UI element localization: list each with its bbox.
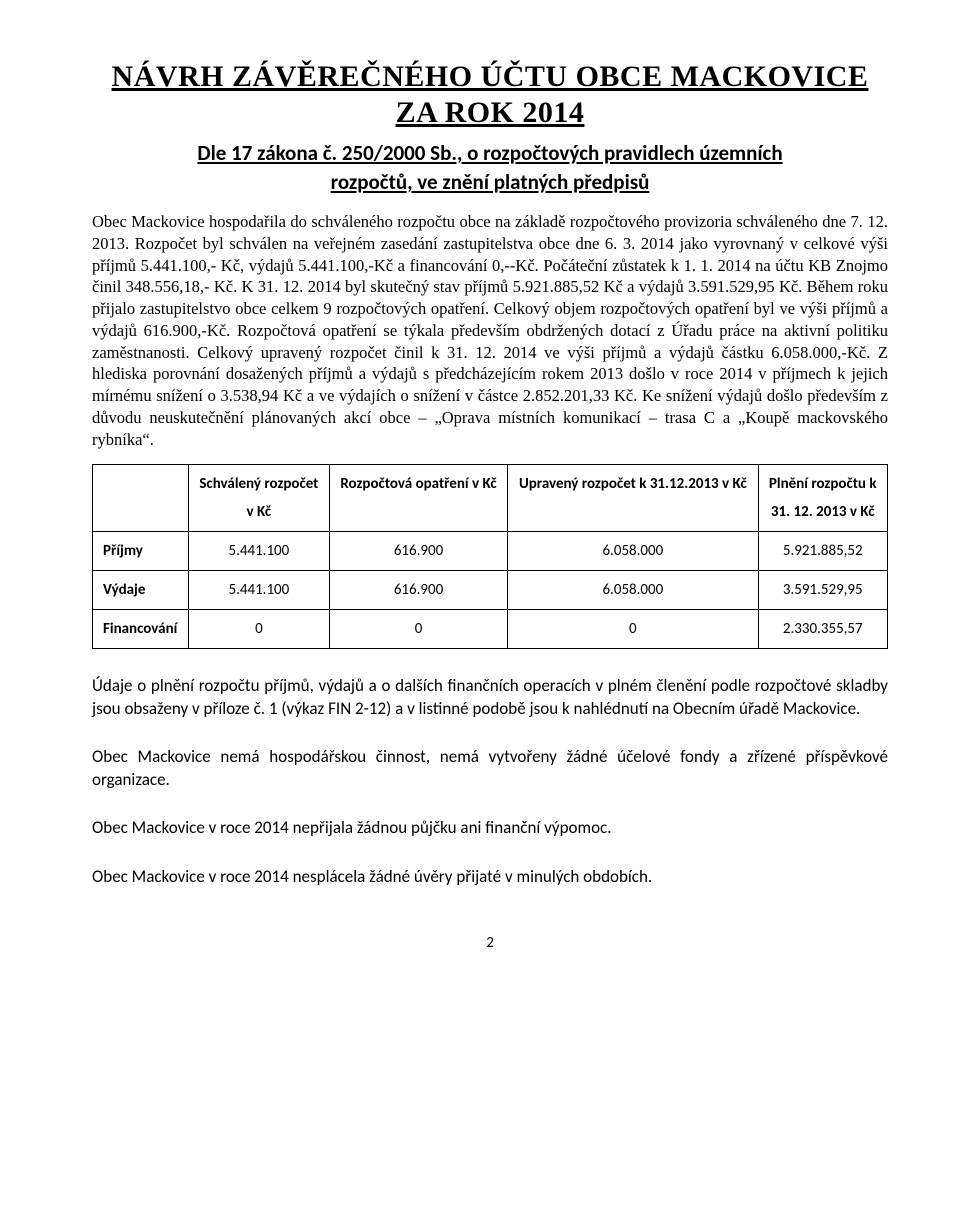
col-plneni: Plnění rozpočtu k 31. 12. 2013 v Kč bbox=[758, 465, 887, 532]
reference-line-2: rozpočtů, ve znění platných předpisů bbox=[92, 169, 888, 195]
col-empty bbox=[93, 465, 189, 532]
cell-plneni: 5.921.885,52 bbox=[758, 532, 887, 571]
table-row: Financování 0 0 0 2.330.355,57 bbox=[93, 610, 888, 649]
col-schvaleny: Schválený rozpočet v Kč bbox=[188, 465, 329, 532]
cell-upraveny: 6.058.000 bbox=[508, 571, 758, 610]
reference-line-1: Dle 17 zákona č. 250/2000 Sb., o rozpočt… bbox=[92, 140, 888, 166]
page-title-line1: NÁVRH ZÁVĚREČNÉHO ÚČTU OBCE MACKOVICE bbox=[92, 60, 888, 94]
col-upraveny-l1: Upravený rozpočet k 31.12.2013 v Kč bbox=[518, 475, 747, 493]
row-label: Příjmy bbox=[93, 532, 189, 571]
main-body-paragraph: Obec Mackovice hospodařila do schválenéh… bbox=[92, 211, 888, 450]
col-plneni-l2: 31. 12. 2013 v Kč bbox=[769, 503, 877, 521]
col-plneni-l1: Plnění rozpočtu k bbox=[769, 475, 877, 493]
table-row: Příjmy 5.441.100 616.900 6.058.000 5.921… bbox=[93, 532, 888, 571]
col-schvaleny-l2: v Kč bbox=[199, 503, 319, 521]
para-pujcka: Obec Mackovice v roce 2014 nepřijala žád… bbox=[92, 817, 888, 839]
cell-upraveny: 6.058.000 bbox=[508, 532, 758, 571]
table-header-row: Schválený rozpočet v Kč Rozpočtová opatř… bbox=[93, 465, 888, 532]
cell-plneni: 2.330.355,57 bbox=[758, 610, 887, 649]
reference-text-1: Dle 17 zákona č. 250/2000 Sb., o rozpočt… bbox=[197, 140, 782, 166]
col-opatreni: Rozpočtová opatření v Kč bbox=[329, 465, 507, 532]
para-hospodarska: Obec Mackovice nemá hospodářskou činnost… bbox=[92, 746, 888, 791]
para-uvery: Obec Mackovice v roce 2014 nesplácela žá… bbox=[92, 866, 888, 888]
col-opatreni-l1: Rozpočtová opatření v Kč bbox=[340, 475, 497, 493]
reference-text-2: rozpočtů, ve znění platných předpisů bbox=[331, 169, 650, 195]
cell-upraveny: 0 bbox=[508, 610, 758, 649]
cell-opatreni: 0 bbox=[329, 610, 507, 649]
row-label: Výdaje bbox=[93, 571, 189, 610]
col-schvaleny-l1: Schválený rozpočet bbox=[199, 475, 319, 493]
cell-plneni: 3.591.529,95 bbox=[758, 571, 887, 610]
row-label: Financování bbox=[93, 610, 189, 649]
cell-schvaleny: 5.441.100 bbox=[188, 532, 329, 571]
cell-schvaleny: 5.441.100 bbox=[188, 571, 329, 610]
page-number: 2 bbox=[92, 934, 888, 952]
budget-table: Schválený rozpočet v Kč Rozpočtová opatř… bbox=[92, 464, 888, 649]
cell-opatreni: 616.900 bbox=[329, 571, 507, 610]
cell-opatreni: 616.900 bbox=[329, 532, 507, 571]
table-row: Výdaje 5.441.100 616.900 6.058.000 3.591… bbox=[93, 571, 888, 610]
para-priloha: Údaje o plnění rozpočtu příjmů, výdajů a… bbox=[92, 675, 888, 720]
page-title-line2: ZA ROK 2014 bbox=[92, 96, 888, 130]
cell-schvaleny: 0 bbox=[188, 610, 329, 649]
col-upraveny: Upravený rozpočet k 31.12.2013 v Kč bbox=[508, 465, 758, 532]
